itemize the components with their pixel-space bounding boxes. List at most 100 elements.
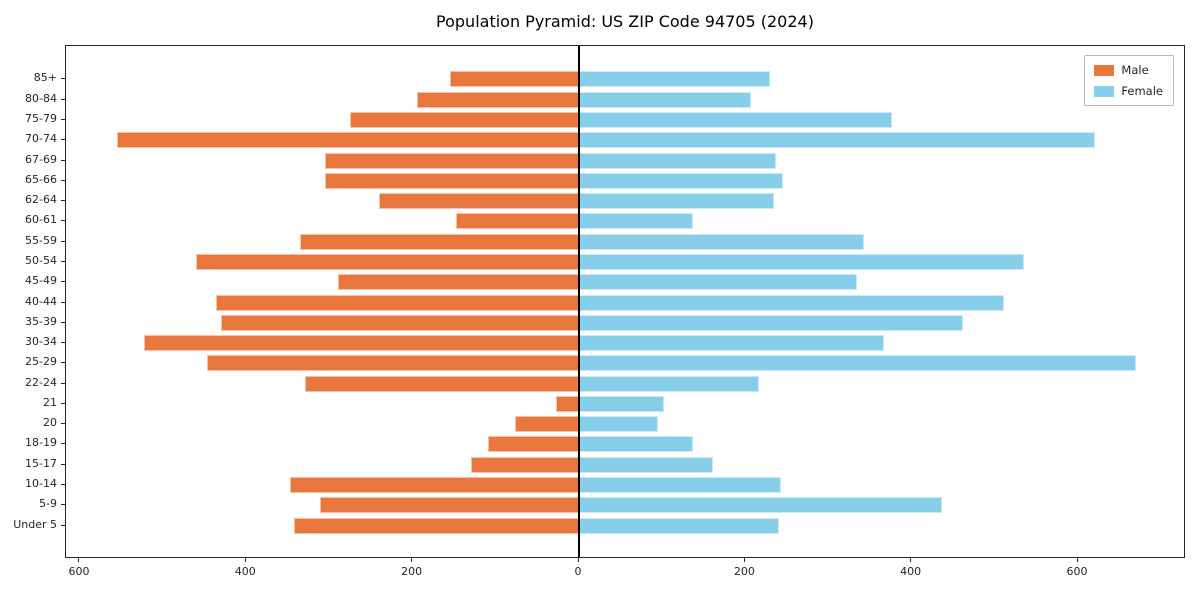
bar-female-21 — [579, 395, 664, 412]
bar-female-70-74 — [579, 132, 1095, 149]
bar-male-67-69 — [325, 152, 579, 169]
y-tick-mark — [61, 342, 65, 344]
chart-title: Population Pyramid: US ZIP Code 94705 (2… — [436, 12, 814, 31]
y-tick-mark — [61, 362, 65, 364]
bar-female-55-59 — [579, 233, 865, 250]
zero-axis-line — [578, 46, 580, 557]
y-tick-mark — [61, 504, 65, 506]
y-tick-label: 30-34 — [25, 335, 57, 349]
bar-female-35-39 — [579, 314, 964, 331]
bar-female-Under 5 — [579, 517, 780, 534]
bar-female-10-14 — [579, 476, 782, 493]
x-tick-label: 600 — [1066, 565, 1088, 578]
bar-male-60-61 — [455, 213, 579, 230]
x-tick-label: 200 — [733, 565, 755, 578]
y-tick-label: Under 5 — [13, 517, 57, 531]
bar-male-25-29 — [207, 355, 579, 372]
bar-male-Under 5 — [293, 517, 579, 534]
legend-item-female: Female — [1094, 84, 1163, 98]
bar-female-40-44 — [579, 294, 1004, 311]
y-tick-mark — [61, 98, 65, 100]
y-tick-mark — [61, 301, 65, 303]
bar-female-15-17 — [579, 456, 713, 473]
bar-male-10-14 — [289, 476, 579, 493]
y-tick-mark — [61, 402, 65, 404]
bar-female-20 — [579, 416, 658, 433]
y-tick-mark — [61, 443, 65, 445]
y-tick-label: 60-61 — [25, 213, 57, 227]
bar-male-40-44 — [215, 294, 579, 311]
bar-male-85+ — [450, 71, 579, 88]
bar-female-67-69 — [579, 152, 777, 169]
bar-female-75-79 — [579, 112, 892, 128]
bar-female-62-64 — [579, 193, 774, 210]
bar-female-25-29 — [579, 355, 1137, 372]
y-tick-mark — [61, 423, 65, 425]
plot-area: Male Female — [65, 45, 1185, 558]
y-tick-label: 21 — [43, 395, 57, 409]
bar-female-5-9 — [579, 497, 942, 514]
x-tick-mark — [743, 558, 745, 562]
y-tick-mark — [61, 524, 65, 526]
bar-male-65-66 — [325, 172, 579, 189]
x-tick-label: 400 — [900, 565, 922, 578]
bar-male-15-17 — [470, 456, 579, 473]
bar-female-60-61 — [579, 213, 693, 230]
x-tick-mark — [1076, 558, 1078, 562]
bar-male-80-84 — [416, 91, 579, 108]
male-color-swatch — [1094, 64, 1115, 76]
x-tick-mark — [577, 558, 579, 562]
x-tick-mark — [78, 558, 80, 562]
bar-male-30-34 — [144, 335, 579, 352]
y-tick-label: 40-44 — [25, 294, 57, 308]
y-tick-mark — [61, 78, 65, 80]
legend-label-female: Female — [1121, 84, 1163, 98]
x-tick-mark — [411, 558, 413, 562]
bar-male-22-24 — [304, 375, 579, 392]
bar-female-50-54 — [579, 253, 1024, 270]
y-tick-label: 85+ — [33, 71, 57, 85]
y-tick-label: 20 — [43, 416, 57, 430]
y-tick-mark — [61, 382, 65, 384]
y-tick-label: 50-54 — [25, 253, 57, 267]
bar-male-55-59 — [300, 233, 579, 250]
y-tick-mark — [61, 240, 65, 242]
female-color-swatch — [1094, 85, 1115, 97]
y-tick-label: 80-84 — [25, 91, 57, 105]
bar-female-30-34 — [579, 335, 885, 352]
legend-label-male: Male — [1121, 63, 1149, 77]
x-tick-label: 400 — [234, 565, 256, 578]
y-tick-mark — [61, 159, 65, 161]
y-tick-label: 10-14 — [25, 476, 57, 490]
y-tick-label: 65-66 — [25, 172, 57, 186]
y-tick-label: 55-59 — [25, 233, 57, 247]
bar-male-5-9 — [319, 497, 579, 514]
legend-item-male: Male — [1094, 63, 1163, 77]
bar-male-35-39 — [221, 314, 579, 331]
y-tick-label: 70-74 — [25, 132, 57, 146]
bar-male-50-54 — [196, 253, 579, 270]
bar-female-65-66 — [579, 172, 783, 189]
y-tick-mark — [61, 119, 65, 120]
x-tick-mark — [910, 558, 912, 562]
bar-male-62-64 — [379, 193, 579, 210]
bar-male-21 — [555, 395, 579, 412]
y-tick-mark — [61, 220, 65, 222]
y-tick-label: 67-69 — [25, 152, 57, 166]
y-tick-label: 15-17 — [25, 456, 57, 470]
y-tick-mark — [61, 463, 65, 465]
y-tick-mark — [61, 200, 65, 202]
bar-female-45-49 — [579, 274, 857, 291]
y-tick-mark — [61, 483, 65, 485]
y-tick-label: 18-19 — [25, 436, 57, 450]
y-tick-label: 35-39 — [25, 314, 57, 328]
y-tick-mark — [61, 321, 65, 323]
x-tick-label: 200 — [401, 565, 423, 578]
y-tick-label: 22-24 — [25, 375, 57, 389]
bar-male-70-74 — [117, 132, 579, 149]
bar-male-18-19 — [487, 436, 579, 453]
x-tick-label: 0 — [574, 565, 582, 578]
y-tick-mark — [61, 179, 65, 181]
y-tick-mark — [61, 281, 65, 283]
legend: Male Female — [1084, 55, 1174, 106]
